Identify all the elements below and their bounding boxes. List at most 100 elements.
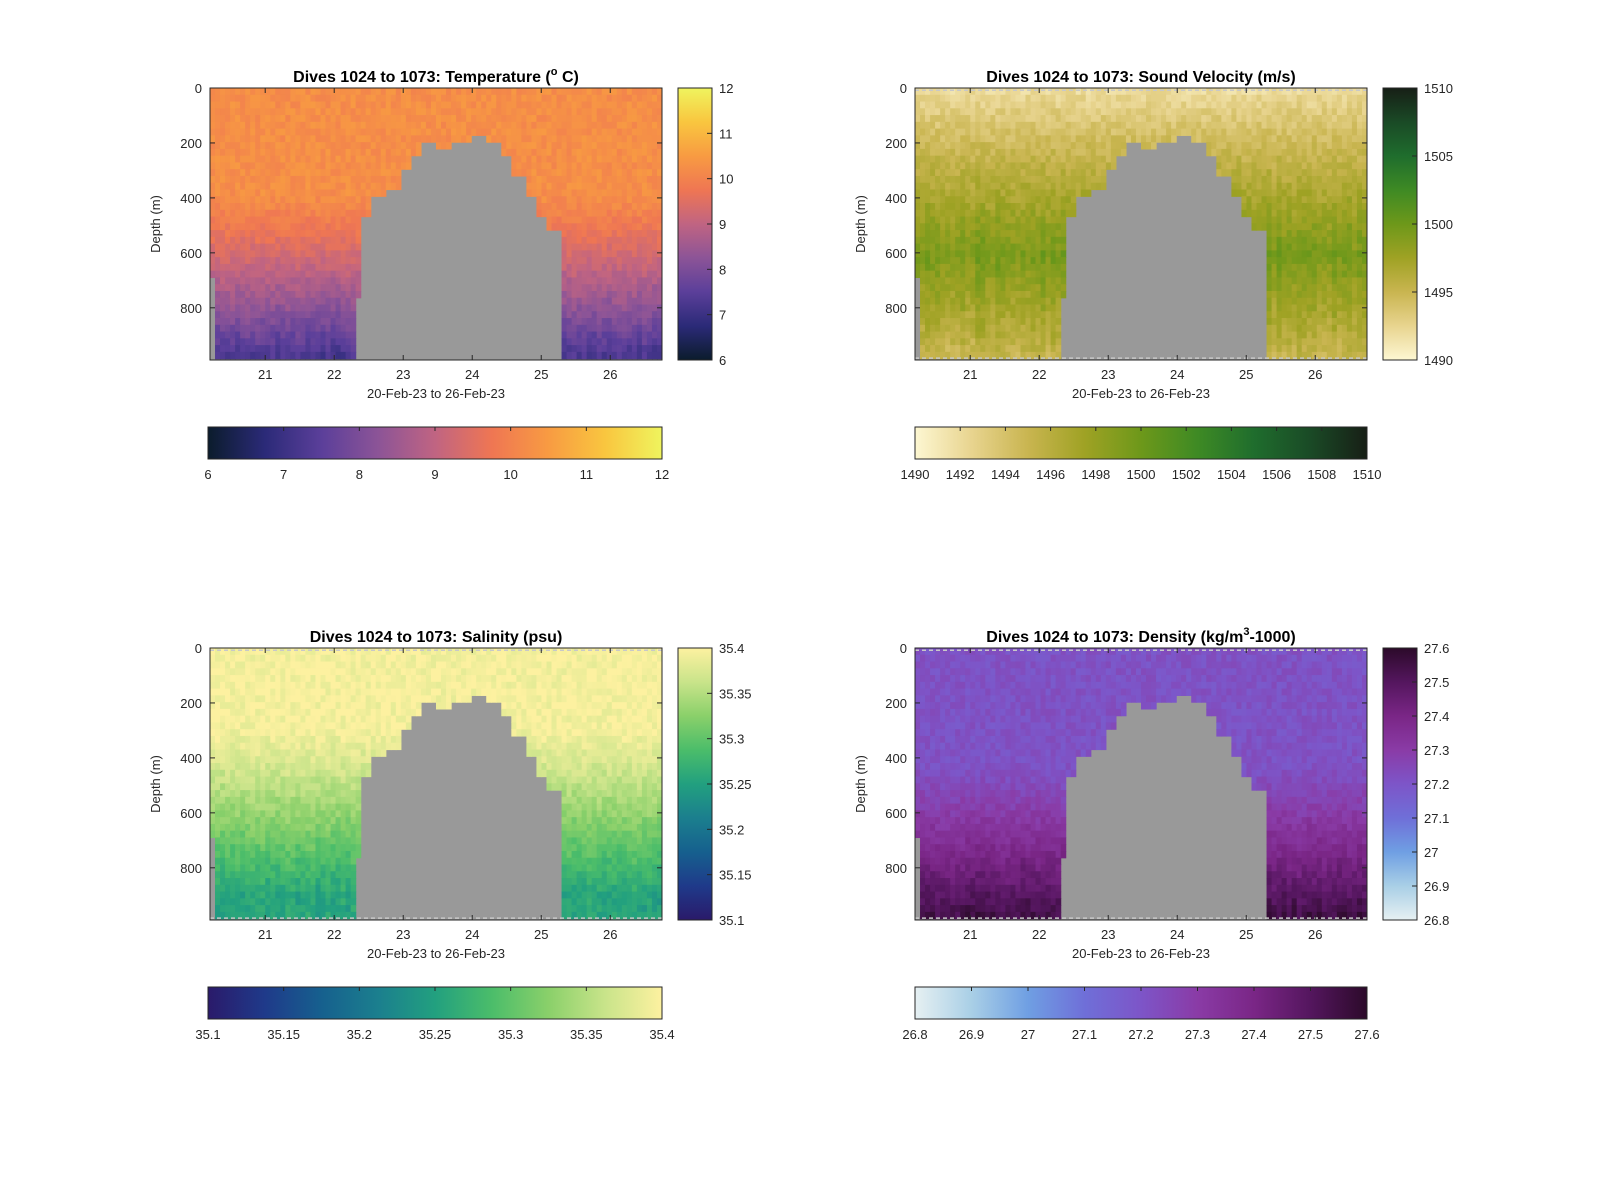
heatmap-cell (1282, 291, 1288, 298)
heatmap-cell (230, 244, 236, 251)
heatmap-cell (366, 183, 372, 190)
heatmap-cell (1005, 298, 1011, 305)
heatmap-cell (1241, 176, 1247, 183)
heatmap-cell (300, 244, 306, 251)
heatmap-cell (1262, 142, 1268, 149)
heatmap-cell (426, 108, 432, 115)
heatmap-cell (1056, 332, 1062, 339)
heatmap-cell (1317, 305, 1323, 312)
heatmap-cell (341, 271, 347, 278)
heatmap-cell (637, 223, 643, 230)
heatmap-cell (577, 230, 583, 237)
heatmap-cell (240, 264, 246, 271)
heatmap-cell (295, 217, 301, 224)
heatmap-cell (592, 135, 598, 142)
heatmap-cell (1221, 95, 1227, 102)
heatmap-cell (346, 210, 352, 217)
heatmap-cell (1116, 122, 1122, 129)
heatmap-cell (220, 169, 226, 176)
heatmap-cell (305, 189, 311, 196)
heatmap-cell (1272, 169, 1278, 176)
heatmap-cell (975, 264, 981, 271)
heatmap-cell (915, 183, 921, 190)
heatmap-cell (496, 129, 502, 136)
heatmap-cell (1096, 183, 1102, 190)
heatmap-cell (1302, 250, 1308, 257)
heatmap-cell (1216, 156, 1222, 163)
heatmap-cell (607, 223, 613, 230)
heatmap-cell (280, 142, 286, 149)
heatmap-cell (295, 264, 301, 271)
heatmap-cell (940, 203, 946, 210)
heatmap-cell (1015, 264, 1021, 271)
heatmap-cell (225, 223, 231, 230)
heatmap-cell (1277, 298, 1283, 305)
heatmap-cell (915, 156, 921, 163)
heatmap-cell (341, 291, 347, 298)
heatmap-cell (1307, 135, 1313, 142)
heatmap-cell (1267, 264, 1273, 271)
heatmap-cell (920, 135, 926, 142)
heatmap-cell (1292, 156, 1298, 163)
heatmap-cell (1257, 196, 1263, 203)
heatmap-cell (617, 203, 623, 210)
heatmap-cell (597, 122, 603, 129)
heatmap-cell (1005, 284, 1011, 291)
heatmap-cell (567, 102, 573, 109)
heatmap-cell (235, 311, 241, 318)
heatmap-cell (1061, 135, 1067, 142)
heatmap-cell (582, 217, 588, 224)
heatmap-cell (391, 115, 397, 122)
heatmap-cell (1025, 149, 1031, 156)
heatmap-cell (587, 95, 593, 102)
heatmap-cell (290, 183, 296, 190)
heatmap-cell (346, 102, 352, 109)
heatmap-cell (1332, 291, 1338, 298)
heatmap-cell (572, 244, 578, 251)
heatmap-cell (577, 244, 583, 251)
heatmap-cell (270, 230, 276, 237)
heatmap-cell (1352, 237, 1358, 244)
heatmap-cell (315, 244, 321, 251)
heatmap-cell (587, 108, 593, 115)
heatmap-cell (396, 135, 402, 142)
heatmap-cell (1036, 244, 1042, 251)
heatmap-cell (1086, 115, 1092, 122)
heatmap-cell (346, 169, 352, 176)
heatmap-cell (627, 257, 633, 264)
heatmap-cell (915, 95, 921, 102)
heatmap-cell (1302, 102, 1308, 109)
heatmap-cell (627, 284, 633, 291)
heatmap-cell (592, 298, 598, 305)
heatmap-cell (215, 298, 221, 305)
heatmap-cell (295, 338, 301, 345)
heatmap-cell (1166, 88, 1172, 95)
heatmap-cell (225, 257, 231, 264)
heatmap-cell (990, 325, 996, 332)
heatmap-cell (1292, 271, 1298, 278)
heatmap-cell (280, 88, 286, 95)
heatmap-cell (1020, 189, 1026, 196)
heatmap-cell (567, 210, 573, 217)
heatmap-cell (391, 88, 397, 95)
heatmap-cell (935, 142, 941, 149)
heatmap-cell (1246, 169, 1252, 176)
heatmap-cell (310, 95, 316, 102)
heatmap-cell (955, 284, 961, 291)
heatmap-cell (965, 284, 971, 291)
heatmap-cell (1332, 135, 1338, 142)
heatmap-cell (401, 162, 407, 169)
heatmap-cell (597, 203, 603, 210)
heatmap-cell (582, 298, 588, 305)
heatmap-cell (481, 102, 487, 109)
heatmap-cell (1332, 169, 1338, 176)
heatmap-cell (1307, 311, 1313, 318)
heatmap-cell (295, 102, 301, 109)
heatmap-cell (1146, 95, 1152, 102)
heatmap-cell (1337, 149, 1343, 156)
heatmap-cell (1005, 210, 1011, 217)
heatmap-cell (1287, 115, 1293, 122)
heatmap-cell (225, 162, 231, 169)
heatmap-cell (315, 217, 321, 224)
heatmap-cell (552, 196, 558, 203)
